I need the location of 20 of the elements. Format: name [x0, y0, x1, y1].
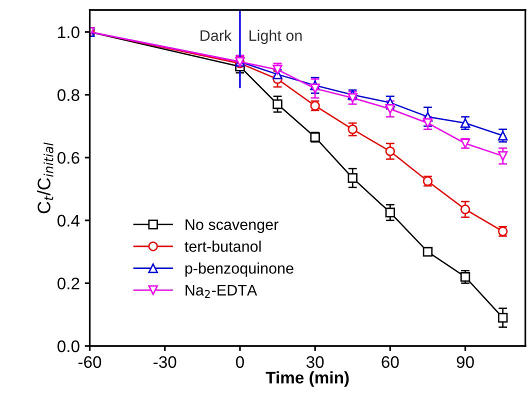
y-tick-label: 0.8 — [58, 89, 80, 101]
x-tick-label: 90 — [456, 356, 474, 368]
legend-label: p-benzoquinone — [185, 262, 294, 277]
y-tick-label: 1.0 — [58, 26, 80, 38]
y-axis-title: C$_{t}$/C$_{initial}$ — [37, 142, 54, 214]
y-tick-label: 0.2 — [58, 278, 80, 290]
y-tick-label: 0.4 — [58, 214, 80, 227]
x-tick-label: -60 — [78, 356, 102, 368]
legend-label: tert-butanol — [184, 240, 261, 252]
x-axis-title: Time (min) — [266, 371, 349, 387]
y-tick-label: 0.0 — [58, 340, 80, 352]
annotation: Dark — [200, 30, 232, 41]
y-tick-label: 0.6 — [58, 152, 80, 164]
x-tick-label: 60 — [382, 356, 399, 368]
x-tick-label: 0 — [236, 356, 244, 368]
x-tick-label: 30 — [306, 356, 324, 368]
x-tick-label: -30 — [154, 356, 176, 368]
annotation: Light on — [250, 30, 302, 44]
legend-label: Na$_{2}$-EDTA — [186, 284, 258, 298]
legend-label: No scavenger — [186, 219, 278, 234]
